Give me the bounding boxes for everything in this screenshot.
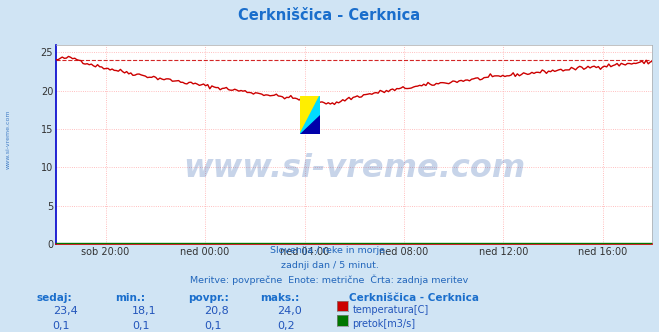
Text: www.si-vreme.com: www.si-vreme.com xyxy=(183,153,525,184)
Text: sedaj:: sedaj: xyxy=(36,293,72,303)
Text: 24,0: 24,0 xyxy=(277,306,302,316)
Text: pretok[m3/s]: pretok[m3/s] xyxy=(353,319,416,329)
Polygon shape xyxy=(300,96,320,134)
Text: min.:: min.: xyxy=(115,293,146,303)
Text: 0,2: 0,2 xyxy=(277,321,295,331)
Polygon shape xyxy=(300,96,320,134)
Text: maks.:: maks.: xyxy=(260,293,300,303)
Text: Meritve: povprečne  Enote: metrične  Črta: zadnja meritev: Meritve: povprečne Enote: metrične Črta:… xyxy=(190,275,469,286)
Text: 20,8: 20,8 xyxy=(204,306,229,316)
Text: Cerkniščica - Cerknica: Cerkniščica - Cerknica xyxy=(239,8,420,23)
Text: Cerkniščica - Cerknica: Cerkniščica - Cerknica xyxy=(349,293,479,303)
Text: Slovenija / reke in morje.: Slovenija / reke in morje. xyxy=(270,246,389,255)
Text: zadnji dan / 5 minut.: zadnji dan / 5 minut. xyxy=(281,261,378,270)
Text: 0,1: 0,1 xyxy=(204,321,222,331)
Text: 18,1: 18,1 xyxy=(132,306,156,316)
Text: www.si-vreme.com: www.si-vreme.com xyxy=(5,110,11,169)
Text: 0,1: 0,1 xyxy=(132,321,150,331)
Polygon shape xyxy=(300,116,320,134)
Text: temperatura[C]: temperatura[C] xyxy=(353,305,429,315)
Text: 23,4: 23,4 xyxy=(53,306,78,316)
Text: povpr.:: povpr.: xyxy=(188,293,229,303)
Text: 0,1: 0,1 xyxy=(53,321,71,331)
